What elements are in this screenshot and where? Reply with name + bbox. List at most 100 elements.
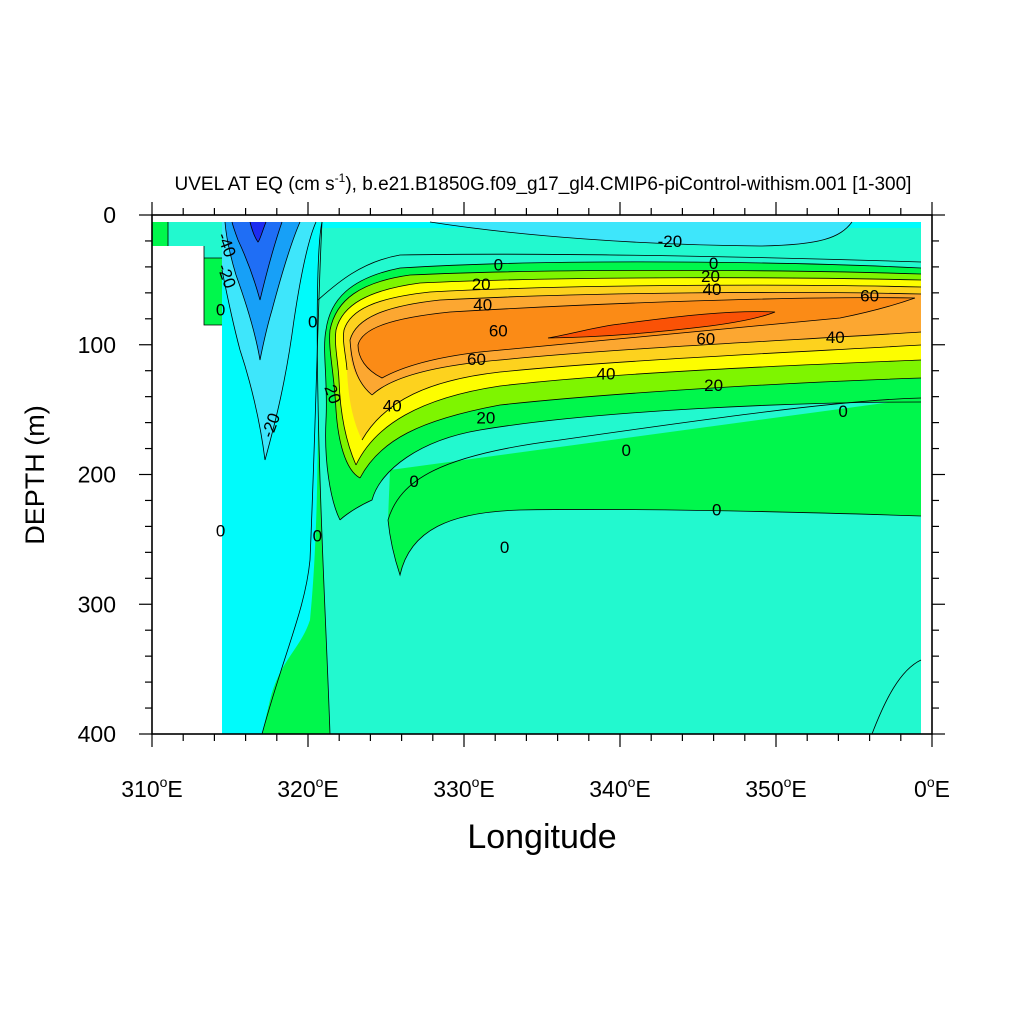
y-tick-label: 200 <box>78 462 116 488</box>
contour-label: 60 <box>489 321 508 340</box>
contour-label: 0 <box>216 521 225 540</box>
contour-label: 20 <box>472 275 491 294</box>
contour-line-40-lower <box>361 344 922 441</box>
x-axis-title: Longitude <box>467 818 616 856</box>
y-tick-label: 300 <box>78 591 116 617</box>
contour-line-neg-20 <box>224 221 301 361</box>
contour-line-neg-surface <box>429 221 853 247</box>
x-tick-number: 320 <box>277 776 315 802</box>
title: UVEL AT EQ (cm s-1), b.e21.B1850G.f09_g1… <box>175 171 912 195</box>
contour-line-zero-deep <box>316 221 331 735</box>
x-tick-unit: E <box>935 776 950 802</box>
contour-line-20-lower <box>359 377 922 479</box>
x-tick-number: 330 <box>433 776 471 802</box>
contour-label: 40 <box>703 280 722 299</box>
contour-label: 40 <box>826 328 845 347</box>
x-tick-label: 320oE <box>277 774 339 802</box>
x-tick-degree: o <box>784 774 792 790</box>
fill-band-above-70 <box>548 311 775 338</box>
y-tick-label: 100 <box>78 332 116 358</box>
contour-line-50-lower <box>371 331 922 396</box>
contour-label: 0 <box>494 255 503 274</box>
contour-line-30-lower <box>355 359 922 466</box>
contour-label: 0 <box>313 526 322 545</box>
contour-label: 60 <box>860 286 879 305</box>
contour-line-neg-40 <box>249 221 267 243</box>
contour-line-zero-east <box>871 659 922 735</box>
contour-line-50 <box>349 292 922 396</box>
x-tick-degree: o <box>628 774 636 790</box>
contour-label: 0 <box>712 501 721 520</box>
x-tick-number: 340 <box>589 776 627 802</box>
contour-label: 0 <box>838 402 847 421</box>
title-suffix: ), b.e21.B1850G.f09_g17_gl4.CMIP6-piCont… <box>345 174 911 195</box>
contour-label: 40 <box>473 296 492 315</box>
contour-label: 60 <box>696 329 715 348</box>
x-tick-degree: o <box>160 774 168 790</box>
contour-label: 0 <box>409 472 418 491</box>
y-tick-label: 0 <box>103 202 116 228</box>
fill-coastal-shelf <box>168 222 222 258</box>
x-axis: 310oE 320oE 330oE 340oE 350oE 0oE <box>121 202 950 802</box>
contour-line-neg-10-trough <box>261 221 323 735</box>
contour-label: 0 <box>216 301 225 320</box>
contour-line-zero-upper <box>317 253 922 301</box>
x-tick-degree: o <box>927 774 935 790</box>
contour-line-coastal <box>167 222 222 326</box>
x-tick-unit: E <box>479 776 494 802</box>
x-tick-unit: E <box>323 776 338 802</box>
contour-line-neg-10 <box>221 221 317 461</box>
fill-band-10-20-floor <box>388 447 921 575</box>
fill-band-below-neg-40 <box>250 222 266 242</box>
x-tick-label: 310oE <box>121 774 183 802</box>
contour-label: 20 <box>701 267 720 286</box>
x-tick-label: 330oE <box>433 774 495 802</box>
contour-line-20 <box>329 269 922 479</box>
contour-line-10 <box>324 261 922 521</box>
contour-fills <box>152 222 922 734</box>
x-tick-unit: E <box>167 776 182 802</box>
contour-line-40 <box>343 284 922 371</box>
plot-area: -200 020 204040606060604040402020200000000… <box>151 214 933 735</box>
fill-band-neg-20-10-surface <box>430 222 852 246</box>
fill-band-neg-40-30 <box>232 222 282 300</box>
contour-label: 0 <box>500 538 509 557</box>
contour-label: 20 <box>476 408 495 427</box>
fill-coastal-strip <box>152 222 168 246</box>
fill-coastal-step <box>204 258 222 325</box>
contour-line-10-lower <box>339 401 922 521</box>
contour-label: 0 <box>308 312 317 331</box>
contour-line-60 <box>357 297 916 379</box>
contour-label: 0 <box>622 441 631 460</box>
fill-band-0-10-southeast <box>872 660 921 734</box>
fill-band-60-70 <box>358 297 915 378</box>
contour-lines <box>167 221 922 735</box>
contour-label: -20 <box>658 232 683 251</box>
x-tick-degree: o <box>472 774 480 790</box>
y-axis-title: DEPTH (m) <box>20 405 50 544</box>
land-mask <box>152 246 222 734</box>
title-prefix: UVEL AT EQ (cm s <box>175 174 335 195</box>
contour-label: 40 <box>596 364 615 383</box>
contour-line-zero-mid <box>387 397 922 577</box>
contour-line-70 <box>547 311 776 339</box>
x-tick-number: 350 <box>745 776 783 802</box>
x-tick-unit: E <box>791 776 806 802</box>
x-tick-label: 350oE <box>745 774 807 802</box>
contour-label: 60 <box>467 350 486 369</box>
contour-line-30 <box>335 277 922 466</box>
contour-label: 40 <box>383 397 402 416</box>
x-tick-number: 310 <box>121 776 159 802</box>
contour-label: 0 <box>709 254 718 273</box>
svg-text:UVEL AT EQ (cm s-1), b.e21.B18: UVEL AT EQ (cm s-1), b.e21.B1850G.f09_g1… <box>175 171 912 195</box>
x-tick-label: 340oE <box>589 774 651 802</box>
contour-label: 20 <box>704 376 723 395</box>
title-exponent: -1 <box>335 171 346 185</box>
y-tick-label: 400 <box>78 721 116 747</box>
contour-line-neg-30 <box>231 221 283 301</box>
x-tick-number: 0 <box>914 776 927 802</box>
x-tick-unit: E <box>635 776 650 802</box>
x-tick-label: 0oE <box>914 774 950 802</box>
